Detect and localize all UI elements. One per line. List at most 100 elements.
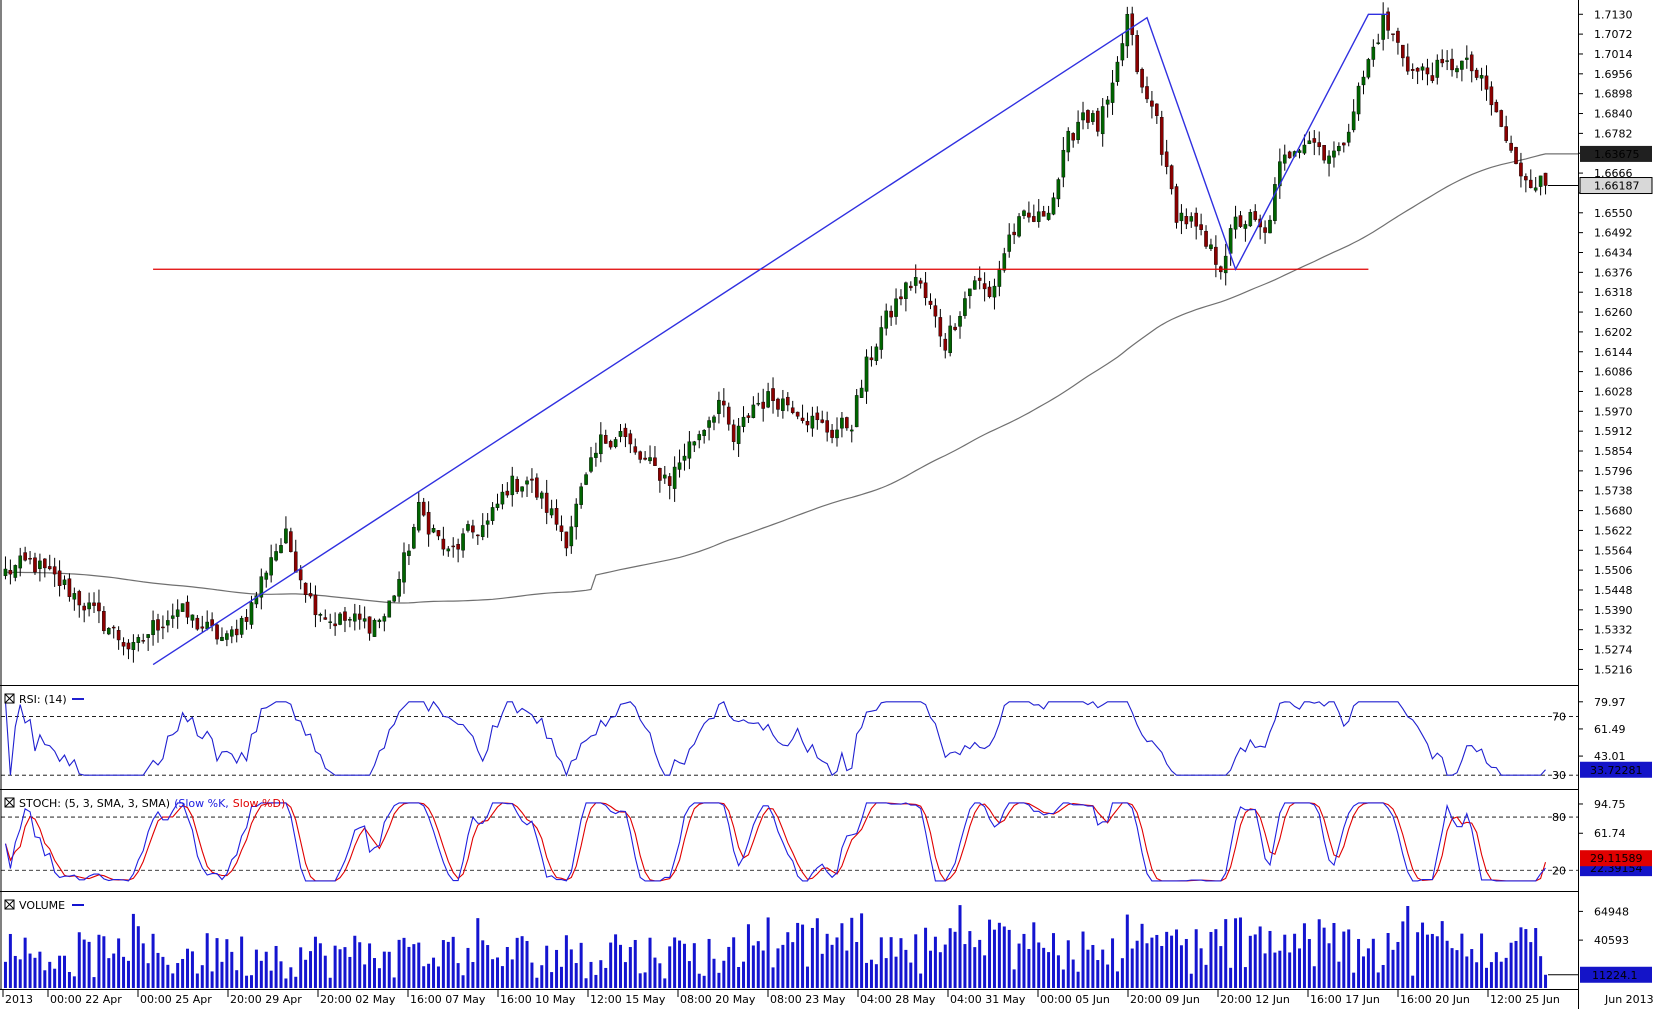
volume-bar [289,967,293,988]
candle-body [451,545,456,548]
volume-bar [604,967,608,988]
volume-bar [72,976,76,988]
candle-body [535,477,539,498]
price-tick-label: 1.6666 [1594,167,1633,180]
current-price-label: 1.66187 [1594,180,1640,193]
candle-body [441,538,446,550]
candle-body [776,398,780,410]
candle-body [180,603,185,612]
stoch-level-label: 80 [1552,811,1566,824]
candle-body [264,572,269,580]
volume-bar [1165,931,1169,988]
candle-body [1538,175,1543,187]
time-tick-label: 12:00 25 Jun [1490,993,1560,1006]
volume-bar [673,937,677,988]
volume-bar [259,960,263,988]
volume-bar [1480,933,1484,988]
candle-body [372,619,377,637]
volume-bar [810,927,814,988]
volume-bar [825,933,829,988]
price-tick-label: 1.5680 [1594,505,1633,518]
volume-bar [294,976,298,988]
volume-bar [1052,933,1056,988]
candle-body [692,441,697,446]
candle-body [121,642,126,647]
volume-bar [751,945,755,988]
candle-body [343,611,347,621]
volume-bar [1209,931,1213,988]
candle-body [510,475,515,496]
time-tick-label: 16:00 20 Jun [1400,993,1470,1006]
candle-body [407,550,411,556]
volume-bar [471,962,475,988]
volume-bar [756,941,760,988]
volume-bar [456,963,460,988]
candle-body [102,611,106,632]
candle-body [854,395,859,428]
volume-bar [1002,926,1006,988]
price-pane [3,2,1578,666]
volume-bar [1189,973,1193,988]
candle-body [687,441,692,459]
candle-body [1371,46,1376,60]
volume-bar [82,939,86,988]
volume-bar [545,945,549,988]
volume-bar [1524,929,1528,988]
time-tick-label: 08:00 20 May [680,993,756,1006]
volume-bar [781,944,785,988]
candle-body [87,602,91,610]
candle-body [156,619,160,631]
volume-bar [1263,953,1267,988]
volume-bar [18,959,22,988]
volume-bar [692,943,696,988]
candle-body [1391,33,1395,35]
stoch-title[interactable]: STOCH: (5, 3, SMA, 3, SMA) (Slow %K, Slow … [4,797,285,810]
candle-body [1233,216,1238,230]
volume-bar [1337,961,1341,988]
candle-body [239,618,244,635]
volume-title-text: VOLUME [19,899,65,912]
volume-bar [151,933,155,988]
volume-title[interactable]: VOLUME [4,899,84,912]
stoch-d-value-label: 29.11589 [1590,852,1643,865]
volume-bar [77,932,81,988]
candle-body [412,527,416,549]
volume-bar [1076,971,1080,988]
candle-body [1110,82,1115,103]
candle-body [269,557,273,576]
candle-body [1509,142,1513,151]
candle-body [1342,142,1346,146]
rsi-level-label: 30 [1552,769,1566,782]
candle-body [1076,121,1080,140]
candle-body [146,634,150,638]
volume-bar [1155,934,1159,988]
candle-body [392,595,396,602]
candle-body [662,474,667,479]
volume-bar [535,977,539,988]
volume-bar [668,946,672,988]
candle-body [879,327,884,350]
candle-body [1297,150,1302,153]
volume-bar [33,957,37,988]
volume-bar [422,966,426,988]
candle-body [1253,211,1258,220]
price-tick-label: 1.6898 [1594,88,1633,101]
time-tick-label: 20:00 12 Jun [1220,993,1290,1006]
rsi-title[interactable]: RSI: (14) [4,693,84,706]
candle-body [722,400,726,406]
candle-body [18,555,23,569]
volume-bar [1401,921,1405,988]
volume-bar [1120,958,1124,988]
volume-bar [722,960,726,988]
candle-body [1469,54,1474,72]
volume-bar [564,935,568,988]
volume-bar [761,950,765,988]
volume-bar [377,968,381,988]
volume-bar [938,952,942,988]
candle-body [220,636,224,641]
candle-body [1228,228,1233,254]
candle-body [77,591,82,606]
candle-body [47,566,52,570]
